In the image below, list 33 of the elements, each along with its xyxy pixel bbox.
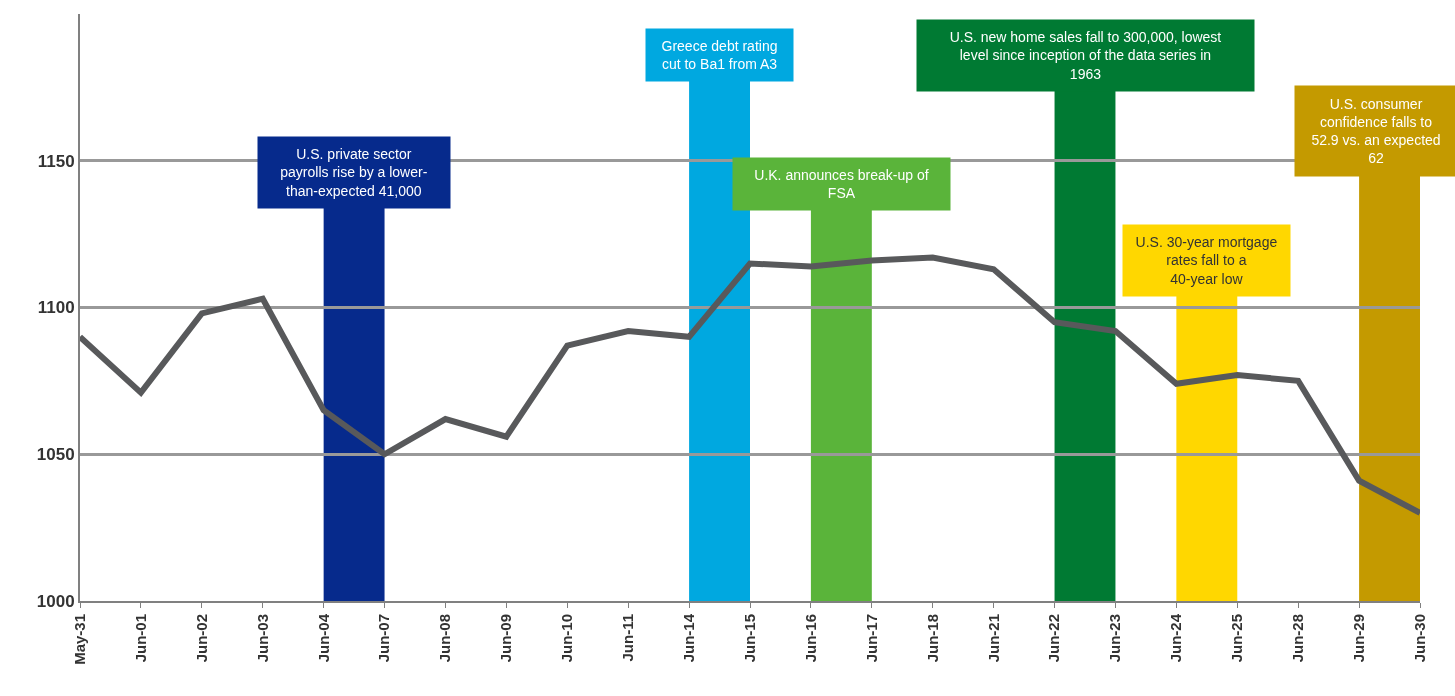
band-label: U.S. private sector payrolls rise by a lower-than-expected 41,000 — [280, 146, 428, 199]
x-tick-label: Jun-10 — [558, 614, 576, 663]
x-tick-label: Jun-25 — [1228, 614, 1246, 663]
x-tick-label: Jun-02 — [192, 614, 210, 663]
x-tick-label: Jun-01 — [131, 614, 149, 663]
x-tick-label: Jun-04 — [314, 613, 332, 663]
x-tick-label: Jun-14 — [679, 613, 697, 663]
x-tick-label: Jun-23 — [1106, 614, 1124, 663]
band-label: U.S. new home sales fall to 300,000, lowest level since inception of the data series in 1963 — [949, 29, 1222, 82]
x-tick-label: Jun-29 — [1349, 614, 1367, 663]
y-tick-label: 1050 — [36, 445, 75, 465]
y-tick-label: 1000 — [36, 591, 75, 611]
x-tick-label: May-31 — [70, 614, 88, 665]
x-tick-label: Jun-18 — [923, 614, 941, 663]
band-label: U.K. announces break-up of FSA — [754, 166, 929, 202]
x-tick-label: Jun-09 — [497, 614, 515, 663]
x-tick-label: Jun-03 — [253, 614, 271, 663]
x-tick-label: Jun-30 — [1410, 614, 1428, 663]
band-label: U.S. 30-year mortgage rates fall to a 40-year low — [1135, 234, 1278, 287]
x-tick-label: Jun-16 — [801, 614, 819, 663]
band-label: Greece debt rating cut to Ba1 from A3 — [661, 37, 778, 73]
x-tick-label: Jun-22 — [1045, 614, 1063, 663]
x-tick-label: Jun-07 — [375, 614, 393, 663]
y-tick-label: 1150 — [37, 151, 75, 171]
y-tick-label: 1100 — [37, 298, 75, 318]
x-tick-label: Jun-24 — [1167, 613, 1185, 663]
x-tick-label: Jun-08 — [436, 614, 454, 663]
x-tick-label: Jun-21 — [984, 614, 1002, 663]
band-label: U.S. consumer confidence falls to 52.9 vs. an expected 62 — [1311, 95, 1441, 167]
x-tick-label: Jun-15 — [740, 614, 758, 663]
x-tick-label: Jun-11 — [619, 614, 637, 662]
x-tick-label: Jun-28 — [1289, 614, 1307, 663]
x-tick-label: Jun-17 — [862, 614, 880, 663]
